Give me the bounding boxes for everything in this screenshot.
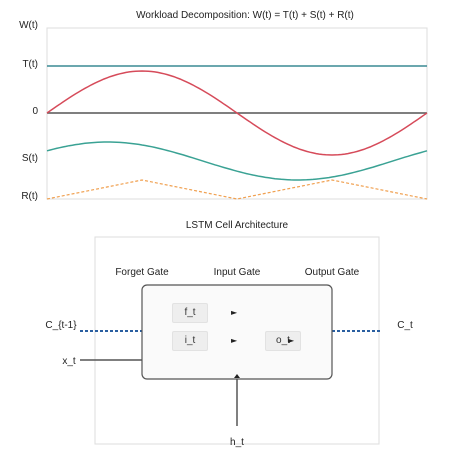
seasonal-teal-curve [46,141,428,181]
output-gate-chip: o_t [265,331,301,351]
input-gate-chip: i_t [172,331,208,351]
x-label: x_t [62,356,76,367]
forget-gate-chip: f_t [172,303,208,323]
lstm-title: LSTM Cell Architecture [186,220,289,231]
top-chart-title: Workload Decomposition: W(t) = T(t) + S(… [136,10,354,21]
c-next-label: C_t [397,320,413,331]
y-label-zero: 0 [32,106,38,117]
c-prev-label: C_{t-1} [45,320,77,331]
h-label: h_t [230,437,244,448]
h-arrow-icon [234,374,240,378]
input-arrow-icon: ► [231,336,238,345]
output-arrow-icon: ► [288,336,295,345]
input-gate-label: Input Gate [214,267,261,278]
seasonal-red-curve [46,70,428,156]
residual-zigzag [46,179,428,200]
lstm-cell-box [141,284,333,380]
y-label-r: R(t) [21,191,38,202]
y-label-t: T(t) [22,59,38,70]
y-label-w: W(t) [19,20,38,31]
y-label-s: S(t) [22,153,38,164]
forget-gate-label: Forget Gate [115,267,169,278]
forget-arrow-icon: ► [231,308,238,317]
output-gate-label: Output Gate [305,267,360,278]
